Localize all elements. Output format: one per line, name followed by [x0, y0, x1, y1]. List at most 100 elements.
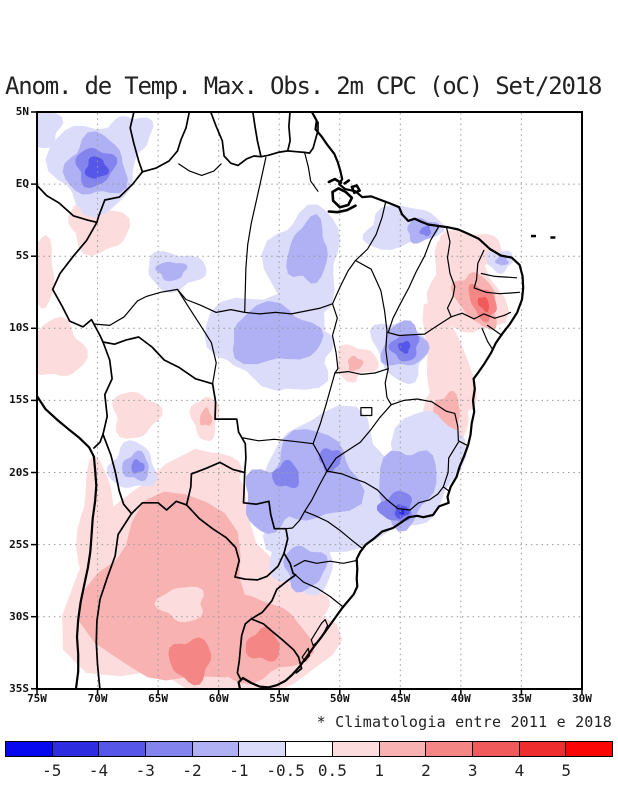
- anomaly-region: [245, 626, 280, 662]
- colorbar-segment: [565, 741, 613, 757]
- anomaly-region: [37, 316, 88, 377]
- colorbar-segment: [378, 741, 427, 757]
- colorbar-tick-label: -1: [229, 761, 249, 780]
- country-border: [251, 112, 262, 158]
- state-border: [136, 288, 246, 313]
- state-border: [242, 437, 314, 445]
- state-border: [312, 372, 336, 445]
- country-border: [185, 504, 285, 581]
- country-border: [102, 433, 133, 515]
- anomaly-region: [199, 407, 213, 426]
- state-border: [331, 259, 357, 305]
- colorbar-tick-label: 5: [561, 761, 572, 780]
- state-border: [486, 324, 503, 337]
- country-border: [286, 112, 291, 152]
- country-border: [37, 184, 98, 224]
- island-mark: [531, 234, 537, 238]
- anomaly-region: [112, 391, 163, 439]
- colorbar-segment: [518, 741, 567, 757]
- state-border: [446, 296, 454, 318]
- anomaly-region: [438, 230, 502, 279]
- anomaly-region: [398, 340, 411, 354]
- anomaly-region: [346, 371, 393, 407]
- anomaly-region: [37, 234, 55, 309]
- colorbar-segment: [145, 741, 193, 757]
- state-border: [354, 200, 387, 262]
- lat-tick-label: 30S: [9, 609, 29, 623]
- state-border: [178, 163, 222, 176]
- state-border: [293, 559, 358, 567]
- state-border: [304, 470, 328, 512]
- lat-tick-label: 10S: [9, 321, 29, 335]
- colorbar-segment: [98, 741, 147, 757]
- state-border: [294, 574, 344, 608]
- anomaly-region: [76, 455, 119, 592]
- state-border: [473, 287, 521, 295]
- state-border: [384, 368, 392, 406]
- chart-title: Anom. de Temp. Max. Obs. 2m CPC (oC) Set…: [5, 72, 602, 100]
- country-border: [185, 461, 246, 506]
- colorbar-segment: [238, 741, 287, 757]
- country-border: [102, 336, 247, 474]
- lagoon-outline: [301, 647, 311, 662]
- colorbar-tick-label: 2: [421, 761, 431, 780]
- colorbar-segment: [51, 741, 100, 757]
- country-border: [283, 552, 297, 576]
- state-border: [480, 272, 518, 279]
- climatology-note: * Climatologia entre 2011 e 2018: [316, 713, 612, 731]
- country-border: [209, 112, 319, 167]
- lat-tick-label: 20S: [9, 465, 29, 479]
- country-border: [96, 170, 144, 224]
- country-border: [130, 500, 188, 515]
- colorbar-tick-label: 1: [374, 761, 384, 780]
- anomaly-region: [232, 301, 324, 365]
- anomaly-region: [494, 255, 509, 266]
- state-border: [304, 510, 364, 550]
- map-canvas: [31, 111, 583, 695]
- lon-tick-label: 35W: [511, 692, 532, 705]
- anomaly-region: [84, 156, 109, 179]
- state-border: [244, 303, 334, 315]
- state-border: [326, 404, 392, 472]
- anomaly-region: [318, 448, 342, 474]
- lon-tick-label: 60W: [208, 692, 229, 705]
- lon-tick-label: 30W: [572, 692, 592, 705]
- anomaly-region: [272, 459, 299, 489]
- country-border: [250, 618, 303, 674]
- state-border: [481, 327, 494, 351]
- colorbar-tick-label: 3: [467, 761, 478, 780]
- lat-tick-label: 5N: [15, 105, 29, 118]
- frame-and-ticks: [31, 111, 583, 695]
- state-border: [304, 151, 319, 192]
- colorbar-segment: [5, 741, 53, 757]
- country-border: [51, 221, 104, 343]
- borders-layer: [37, 112, 525, 689]
- lon-tick-label: 55W: [269, 692, 290, 705]
- anomaly-region: [168, 637, 212, 686]
- state-border: [445, 226, 456, 298]
- amazon-delta: [327, 177, 343, 184]
- country-border: [242, 471, 289, 555]
- state-border: [473, 249, 485, 289]
- country-border: [129, 112, 144, 173]
- country-border: [236, 574, 297, 680]
- anomaly-region: [79, 491, 263, 681]
- colorbar-tick-label: 4: [514, 761, 525, 780]
- colorbar-segment: [331, 741, 380, 757]
- anomaly-region: [154, 586, 204, 623]
- state-border: [494, 311, 512, 319]
- state-border: [354, 259, 389, 370]
- state-border: [409, 486, 444, 511]
- state-border: [176, 288, 217, 385]
- lat-tick-label: 5S: [15, 249, 29, 263]
- state-border: [90, 300, 139, 326]
- lon-tick-label: 45W: [390, 692, 411, 705]
- island-mark: [550, 236, 556, 239]
- colorbar-segment: [425, 741, 473, 757]
- colorbar-segment: [285, 741, 333, 757]
- state-border: [390, 398, 469, 447]
- state-border: [331, 303, 339, 374]
- country-border: [93, 433, 104, 449]
- anomaly-region: [283, 545, 328, 593]
- lat-tick-label: 15S: [9, 393, 29, 407]
